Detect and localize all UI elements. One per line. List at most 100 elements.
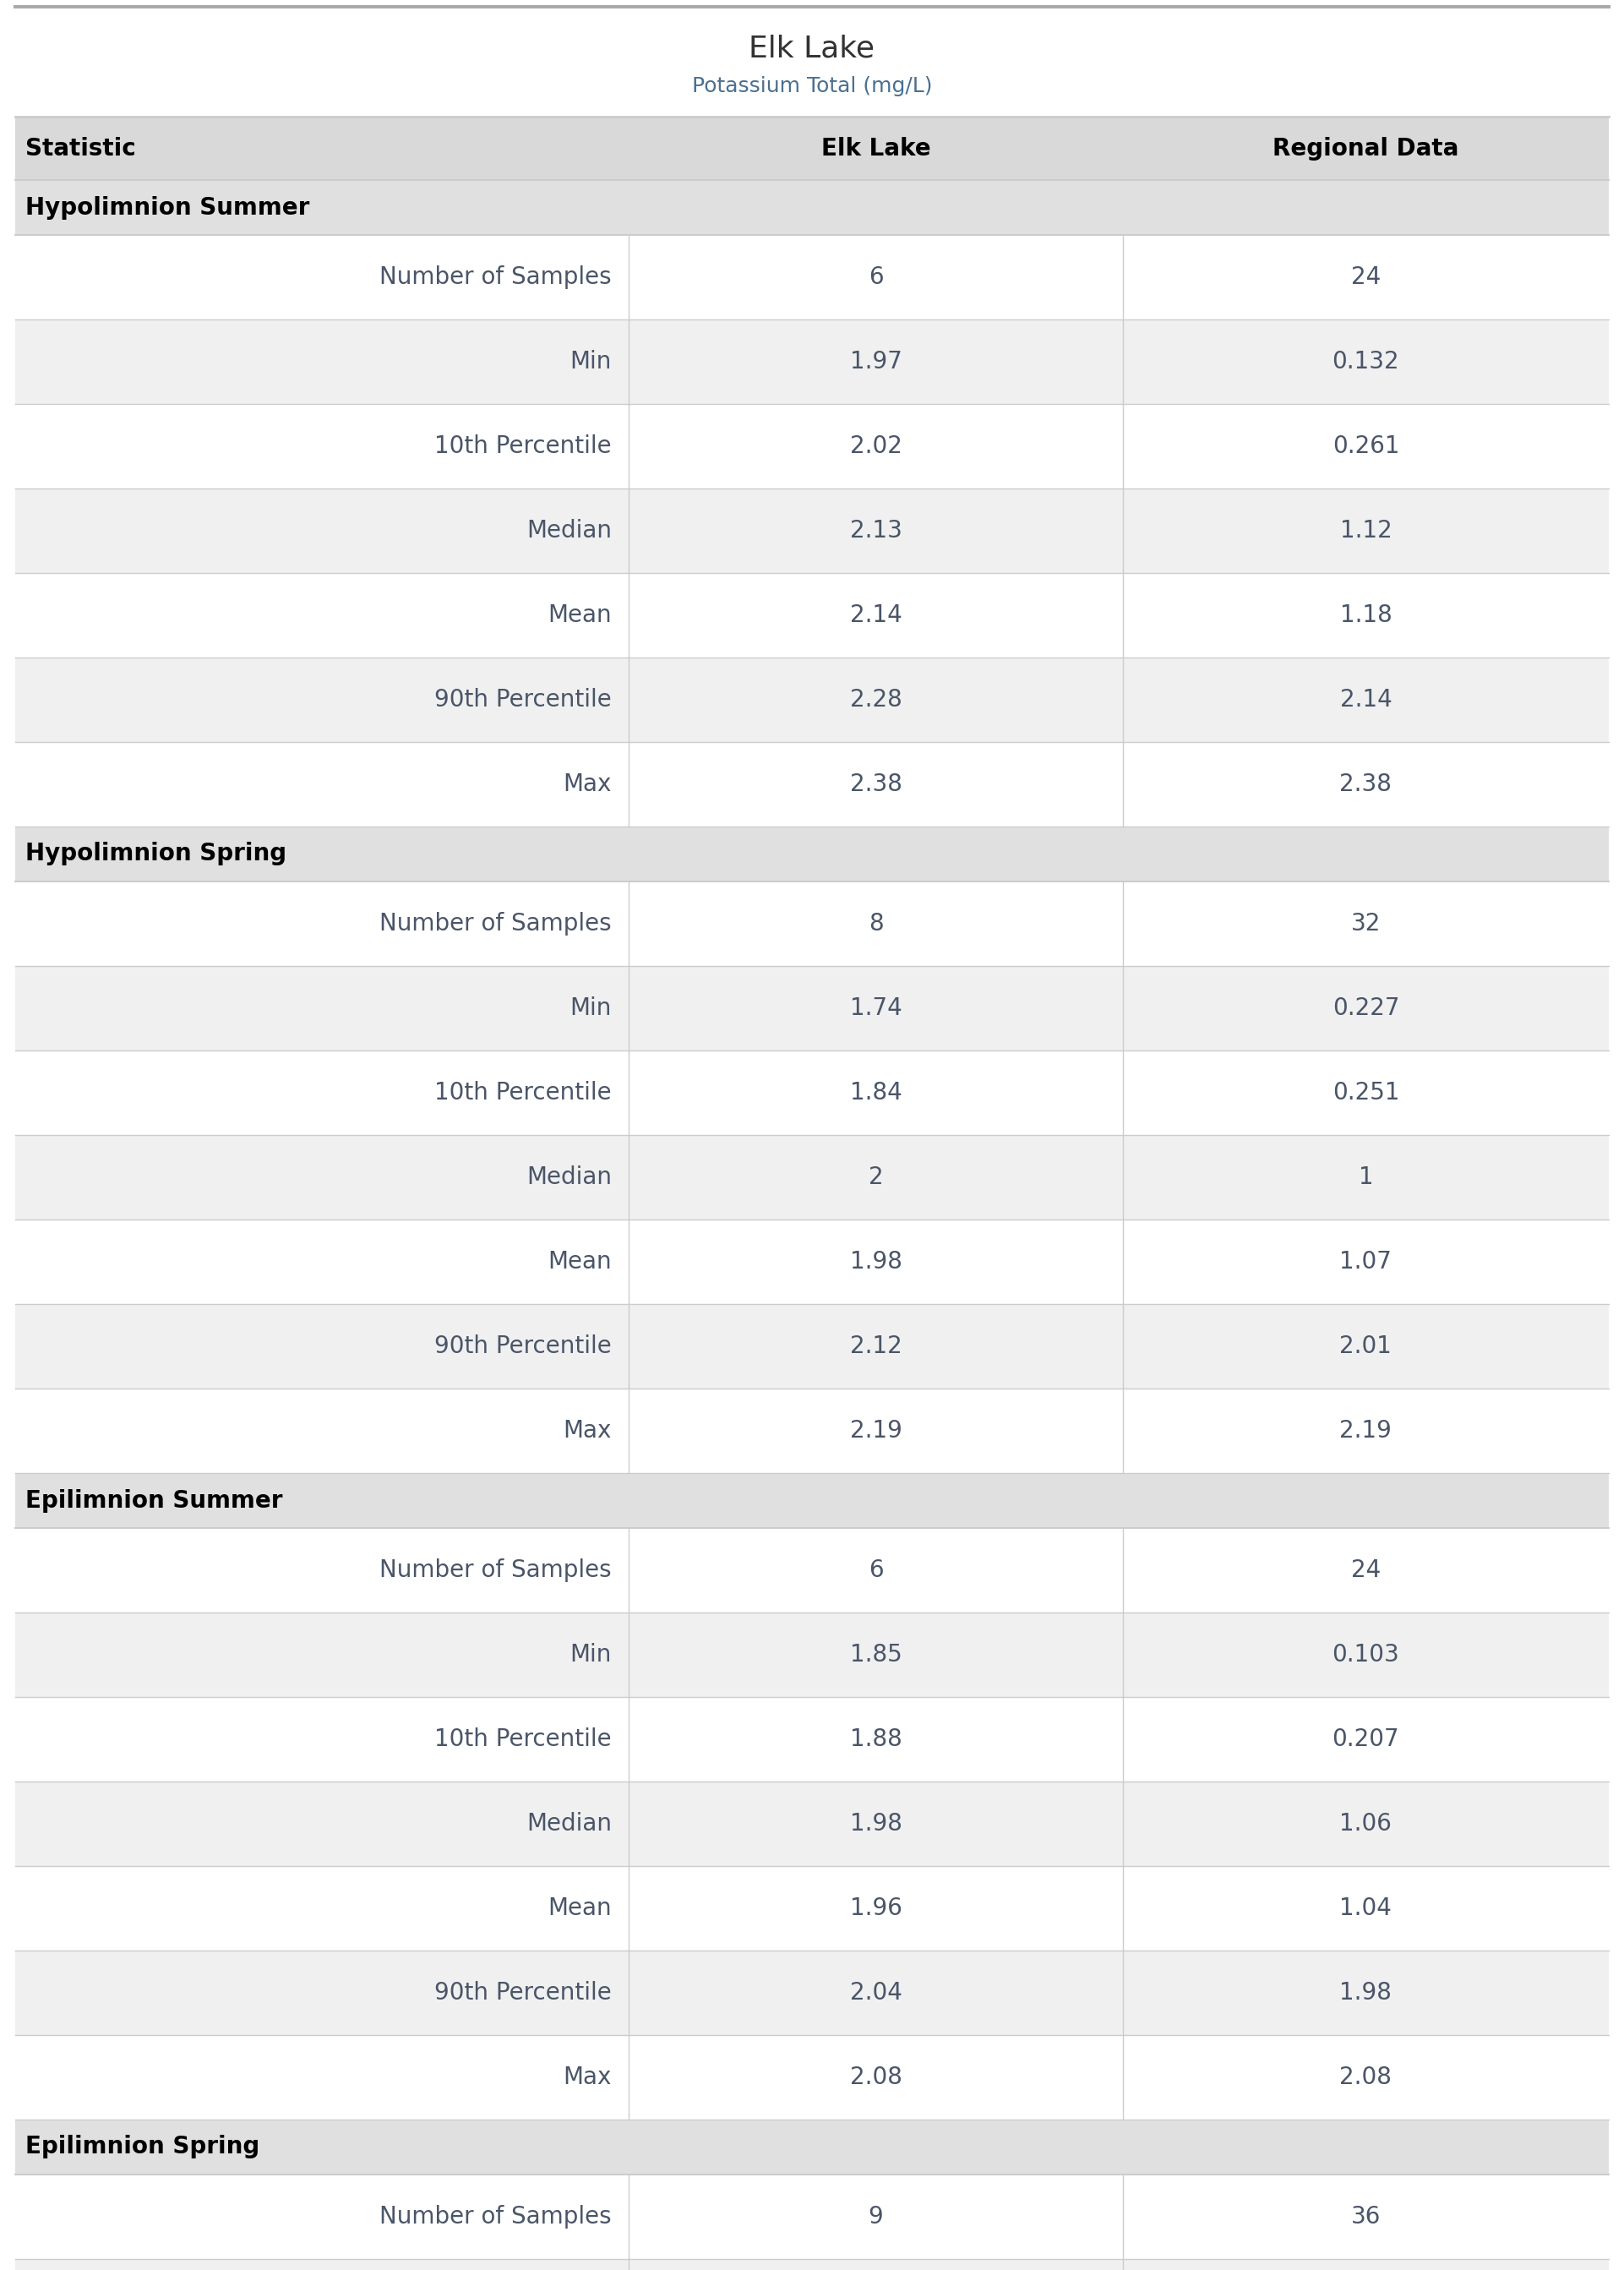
Text: Min: Min (570, 997, 612, 1019)
Text: 1.85: 1.85 (849, 1643, 901, 1666)
Bar (15, 1528, 1609, 1612)
Text: 2.01: 2.01 (1340, 1335, 1392, 1357)
Text: Hypolimnion Summer: Hypolimnion Summer (26, 195, 310, 220)
Text: 1.06: 1.06 (1340, 1811, 1392, 1836)
Text: Number of Samples: Number of Samples (380, 266, 612, 288)
Text: 1.88: 1.88 (849, 1727, 901, 1750)
Text: 32: 32 (1351, 913, 1380, 935)
Text: 0.227: 0.227 (1332, 997, 1400, 1019)
Text: 2.14: 2.14 (1340, 688, 1392, 711)
Bar (15, 1219, 1609, 1303)
Text: 2.04: 2.04 (849, 1982, 901, 2004)
Bar (15, 572, 1609, 658)
Text: 2.13: 2.13 (849, 520, 901, 543)
Text: 1.18: 1.18 (1340, 604, 1392, 627)
Text: 2.14: 2.14 (849, 604, 901, 627)
Text: Median: Median (526, 1811, 612, 1836)
Bar (15, 116, 1609, 179)
Text: Max: Max (564, 2066, 612, 2088)
Bar (15, 1866, 1609, 1950)
Text: 9: 9 (869, 2204, 883, 2229)
Bar (15, 2259, 1609, 2270)
Text: 2.38: 2.38 (849, 772, 901, 797)
Bar (15, 1612, 1609, 1698)
Text: 2.19: 2.19 (1340, 1419, 1392, 1444)
Text: 1.97: 1.97 (849, 350, 901, 375)
Text: 24: 24 (1351, 1559, 1380, 1582)
Text: Max: Max (564, 772, 612, 797)
Text: 0.103: 0.103 (1332, 1643, 1400, 1666)
Text: 6: 6 (869, 266, 883, 288)
Text: 1.12: 1.12 (1340, 520, 1392, 543)
Text: Elk Lake: Elk Lake (822, 136, 931, 161)
Bar (15, 826, 1609, 881)
Bar (15, 234, 1609, 320)
Bar (15, 320, 1609, 404)
Bar (15, 179, 1609, 234)
Text: 36: 36 (1351, 2204, 1380, 2229)
Text: 2: 2 (869, 1165, 883, 1189)
Bar (15, 1051, 1609, 1135)
Text: 1.74: 1.74 (849, 997, 901, 1019)
Bar (15, 2036, 1609, 2120)
Text: Mean: Mean (547, 604, 612, 627)
Text: Number of Samples: Number of Samples (380, 1559, 612, 1582)
Text: Max: Max (564, 1419, 612, 1444)
Text: 2.38: 2.38 (1340, 772, 1392, 797)
Text: 10th Percentile: 10th Percentile (435, 1727, 612, 1750)
Text: Median: Median (526, 520, 612, 543)
Text: Mean: Mean (547, 1251, 612, 1273)
Text: 10th Percentile: 10th Percentile (435, 434, 612, 459)
Text: 2.08: 2.08 (849, 2066, 901, 2088)
Bar (15, 1950, 1609, 2036)
Bar (15, 1473, 1609, 1528)
Text: 6: 6 (869, 1559, 883, 1582)
Bar (15, 1698, 1609, 1782)
Text: 1.84: 1.84 (849, 1081, 901, 1105)
Text: 2.28: 2.28 (849, 688, 901, 711)
Text: Number of Samples: Number of Samples (380, 913, 612, 935)
Bar (15, 967, 1609, 1051)
Text: 1.98: 1.98 (1340, 1982, 1392, 2004)
Text: 1.07: 1.07 (1340, 1251, 1392, 1273)
Text: 8: 8 (869, 913, 883, 935)
Text: 2.19: 2.19 (849, 1419, 901, 1444)
Bar (15, 1389, 1609, 1473)
Text: 2.08: 2.08 (1340, 2066, 1392, 2088)
Bar (15, 404, 1609, 488)
Text: Mean: Mean (547, 1895, 612, 1920)
Bar (15, 1303, 1609, 1389)
Bar (15, 881, 1609, 967)
Text: 2.02: 2.02 (849, 434, 901, 459)
Text: 1.98: 1.98 (849, 1251, 901, 1273)
Text: 0.261: 0.261 (1332, 434, 1400, 459)
Text: 1: 1 (1358, 1165, 1374, 1189)
Text: 90th Percentile: 90th Percentile (435, 1335, 612, 1357)
Text: 0.132: 0.132 (1332, 350, 1400, 375)
Text: Median: Median (526, 1165, 612, 1189)
Text: Min: Min (570, 350, 612, 375)
Text: 90th Percentile: 90th Percentile (435, 1982, 612, 2004)
Bar (15, 658, 1609, 742)
Bar (15, 1782, 1609, 1866)
Text: 1.96: 1.96 (849, 1895, 901, 1920)
Text: 1.04: 1.04 (1340, 1895, 1392, 1920)
Text: 10th Percentile: 10th Percentile (435, 1081, 612, 1105)
Bar (15, 742, 1609, 826)
Text: 0.207: 0.207 (1332, 1727, 1400, 1750)
Text: 2.12: 2.12 (849, 1335, 901, 1357)
Bar (15, 2175, 1609, 2259)
Text: Elk Lake: Elk Lake (749, 34, 875, 64)
Text: Potassium Total (mg/L): Potassium Total (mg/L) (692, 75, 932, 95)
Text: 24: 24 (1351, 266, 1380, 288)
Text: Epilimnion Summer: Epilimnion Summer (26, 1489, 283, 1512)
Text: Epilimnion Spring: Epilimnion Spring (26, 2136, 260, 2159)
Text: 90th Percentile: 90th Percentile (435, 688, 612, 711)
Bar (15, 2120, 1609, 2175)
Bar (15, 1135, 1609, 1219)
Text: Statistic: Statistic (26, 136, 136, 161)
Text: Number of Samples: Number of Samples (380, 2204, 612, 2229)
Text: Min: Min (570, 1643, 612, 1666)
Text: 0.251: 0.251 (1332, 1081, 1400, 1105)
Bar (15, 488, 1609, 572)
